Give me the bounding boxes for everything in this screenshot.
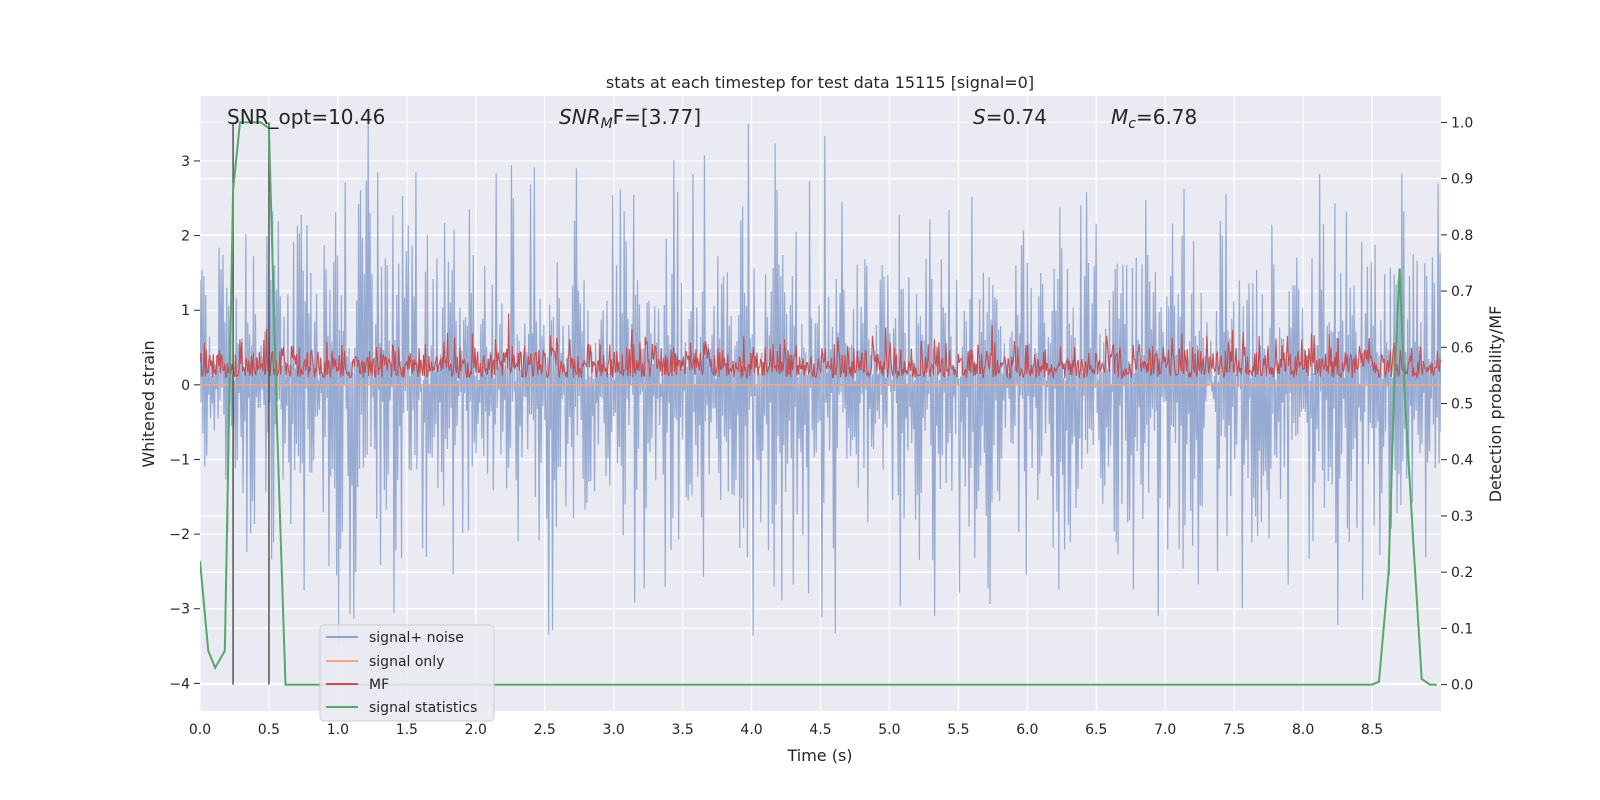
y-tick-label-left: −3 [169, 602, 190, 618]
snr-opt-annotation: SNR_opt=10.46 [227, 105, 385, 129]
x-tick-label: 3.0 [603, 722, 625, 738]
y-tick-label-left: −1 [169, 452, 190, 468]
y-tick-label-left: 3 [181, 154, 190, 170]
y-tick-label-right: 0.7 [1451, 284, 1473, 300]
chart-title: stats at each timestep for test data 151… [606, 73, 1034, 92]
y-tick-label-right: 0.9 [1451, 172, 1473, 188]
ticks: 0.0 0.5 1.0 1.5 2.0 2.5 3.0 3.5 4.0 4.5 5.0 5.5 6.0 6… [169, 115, 1473, 738]
s-value: =0.74 [986, 105, 1047, 129]
x-tick-label: 4.5 [809, 722, 831, 738]
x-tick-label: 2.5 [534, 722, 556, 738]
x-tick-label: 5.0 [878, 722, 900, 738]
snr-mf-annotation: SNRMF=[3.77] [559, 105, 701, 132]
y-tick-label-right: 0.0 [1451, 678, 1473, 694]
x-tick-label: 3.5 [671, 722, 693, 738]
legend: signal+ noise signal only MF signal stat… [319, 624, 495, 722]
y-tick-label-left: −2 [169, 527, 190, 543]
legend-label-signal-statistics: signal statistics [369, 700, 477, 716]
series-mf [200, 313, 1441, 380]
s-variable: S [973, 105, 986, 129]
legend-label-signal-noise: signal+ noise [369, 630, 464, 646]
snr-mf-subscript: M [601, 116, 613, 132]
x-tick-label: 2.0 [465, 722, 487, 738]
y-axis-label-left: Whitened strain [139, 340, 158, 467]
mc-variable: M [1111, 105, 1128, 129]
x-tick-label: 1.0 [327, 722, 349, 738]
x-tick-label: 5.5 [947, 722, 969, 738]
x-tick-label: 7.0 [1154, 722, 1176, 738]
snr-mf-base: SNR [559, 105, 601, 129]
x-tick-label: 1.5 [396, 722, 418, 738]
x-tick-label: 8.5 [1361, 722, 1383, 738]
snr-mf-value: F=[3.77] [613, 105, 701, 129]
x-tick-label: 0.5 [258, 722, 280, 738]
x-tick-label: 4.0 [740, 722, 762, 738]
x-axis-label: Time (s) [786, 746, 852, 765]
series-signal-noise [200, 123, 1441, 647]
y-tick-label-right: 0.3 [1451, 509, 1473, 525]
y-tick-label-left: 1 [181, 303, 190, 319]
y-tick-label-left: 2 [181, 229, 190, 245]
y-tick-label-right: 0.8 [1451, 228, 1473, 244]
mc-subscript: c [1128, 116, 1136, 132]
mc-value: =6.78 [1136, 105, 1197, 129]
y-tick-label-right: 0.5 [1451, 397, 1473, 413]
x-tick-label: 8.0 [1292, 722, 1314, 738]
s-annotation: S=0.74 [973, 105, 1047, 129]
y-tick-label-left: −4 [169, 676, 190, 692]
legend-label-mf: MF [369, 677, 389, 693]
x-tick-label: 6.0 [1016, 722, 1038, 738]
legend-label-signal-only: signal only [369, 654, 444, 670]
y-tick-label-right: 0.6 [1451, 340, 1473, 356]
x-tick-label: 6.5 [1085, 722, 1107, 738]
series-signal-statistics [200, 121, 1437, 686]
y-tick-label-left: 0 [181, 378, 190, 394]
x-tick-label: 7.5 [1223, 722, 1245, 738]
y-tick-label-right: 0.4 [1451, 453, 1473, 469]
legend-box [319, 624, 495, 722]
y-tick-label-right: 0.1 [1451, 621, 1473, 637]
y-axis-label-right: Detection probability/MF [1486, 306, 1505, 503]
y-tick-label-right: 0.2 [1451, 565, 1473, 581]
series-layer [200, 121, 1441, 686]
mc-annotation: Mc=6.78 [1111, 105, 1197, 132]
x-tick-label: 0.0 [189, 722, 211, 738]
y-tick-label-right: 1.0 [1451, 115, 1473, 131]
